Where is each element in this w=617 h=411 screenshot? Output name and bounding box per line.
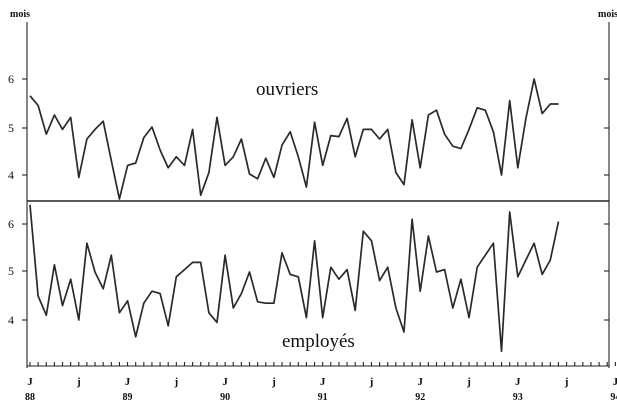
- y-tick-label-left: 5: [8, 264, 14, 278]
- x-year-label: 92: [415, 392, 425, 403]
- x-tick-label: J: [515, 376, 521, 388]
- series-line-ouvriers: [29, 78, 559, 200]
- x-tick-label: j: [76, 376, 81, 388]
- series-label: ouvriers: [256, 79, 318, 100]
- y-tick-label-left: 4: [8, 168, 14, 182]
- y-unit-right: mois: [598, 9, 617, 20]
- y-tick-label-left: 6: [8, 217, 14, 231]
- x-tick-label: j: [271, 376, 276, 388]
- x-tick-label: J: [125, 376, 131, 388]
- x-year-label: 91: [318, 392, 328, 403]
- x-tick-label: J: [320, 376, 326, 388]
- y-tick-label-left: 4: [8, 313, 14, 327]
- x-tick-label: J: [27, 376, 33, 388]
- x-tick-label: J: [222, 376, 228, 388]
- x-year-label: 89: [123, 392, 133, 403]
- x-tick-label: j: [564, 376, 569, 388]
- y-tick-label-left: 6: [8, 72, 14, 86]
- x-year-label: 90: [220, 392, 230, 403]
- x-year-label: 88: [25, 392, 35, 403]
- x-tick-label: j: [369, 376, 374, 388]
- x-tick-label: J: [417, 376, 423, 388]
- x-year-label: 94: [610, 392, 617, 403]
- x-tick-label: j: [466, 376, 471, 388]
- series-line-employés: [29, 204, 560, 353]
- x-year-label: 93: [513, 392, 523, 403]
- x-tick-label: J: [613, 376, 617, 388]
- y-tick-label-left: 5: [8, 121, 14, 135]
- x-tick-label: j: [174, 376, 179, 388]
- y-unit-left: mois: [10, 9, 30, 20]
- series-label: employés: [282, 331, 355, 352]
